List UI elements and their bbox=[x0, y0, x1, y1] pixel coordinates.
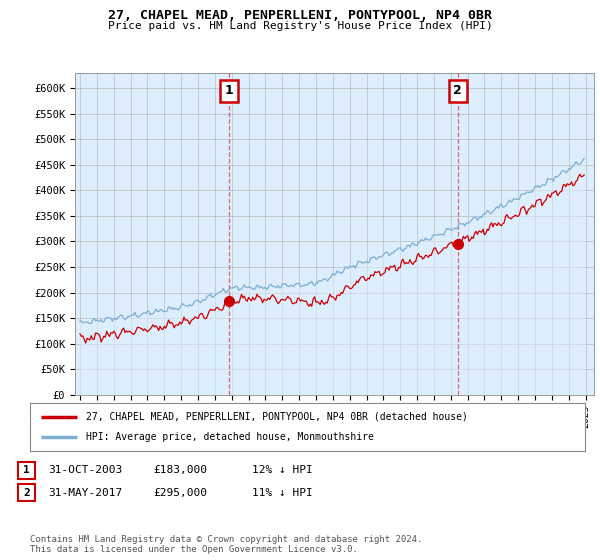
Text: £295,000: £295,000 bbox=[153, 488, 207, 498]
Text: 1: 1 bbox=[224, 84, 233, 97]
Text: 27, CHAPEL MEAD, PENPERLLENI, PONTYPOOL, NP4 0BR: 27, CHAPEL MEAD, PENPERLLENI, PONTYPOOL,… bbox=[108, 9, 492, 22]
Text: 11% ↓ HPI: 11% ↓ HPI bbox=[252, 488, 313, 498]
Text: HPI: Average price, detached house, Monmouthshire: HPI: Average price, detached house, Monm… bbox=[86, 432, 373, 442]
Text: 2: 2 bbox=[454, 84, 462, 97]
Text: £183,000: £183,000 bbox=[153, 465, 207, 475]
Text: 27, CHAPEL MEAD, PENPERLLENI, PONTYPOOL, NP4 0BR (detached house): 27, CHAPEL MEAD, PENPERLLENI, PONTYPOOL,… bbox=[86, 412, 467, 422]
Text: 12% ↓ HPI: 12% ↓ HPI bbox=[252, 465, 313, 475]
Text: 2: 2 bbox=[23, 488, 30, 498]
Text: 1: 1 bbox=[23, 465, 30, 475]
Text: Contains HM Land Registry data © Crown copyright and database right 2024.
This d: Contains HM Land Registry data © Crown c… bbox=[30, 535, 422, 554]
Text: 31-OCT-2003: 31-OCT-2003 bbox=[48, 465, 122, 475]
Text: Price paid vs. HM Land Registry's House Price Index (HPI): Price paid vs. HM Land Registry's House … bbox=[107, 21, 493, 31]
Text: 31-MAY-2017: 31-MAY-2017 bbox=[48, 488, 122, 498]
